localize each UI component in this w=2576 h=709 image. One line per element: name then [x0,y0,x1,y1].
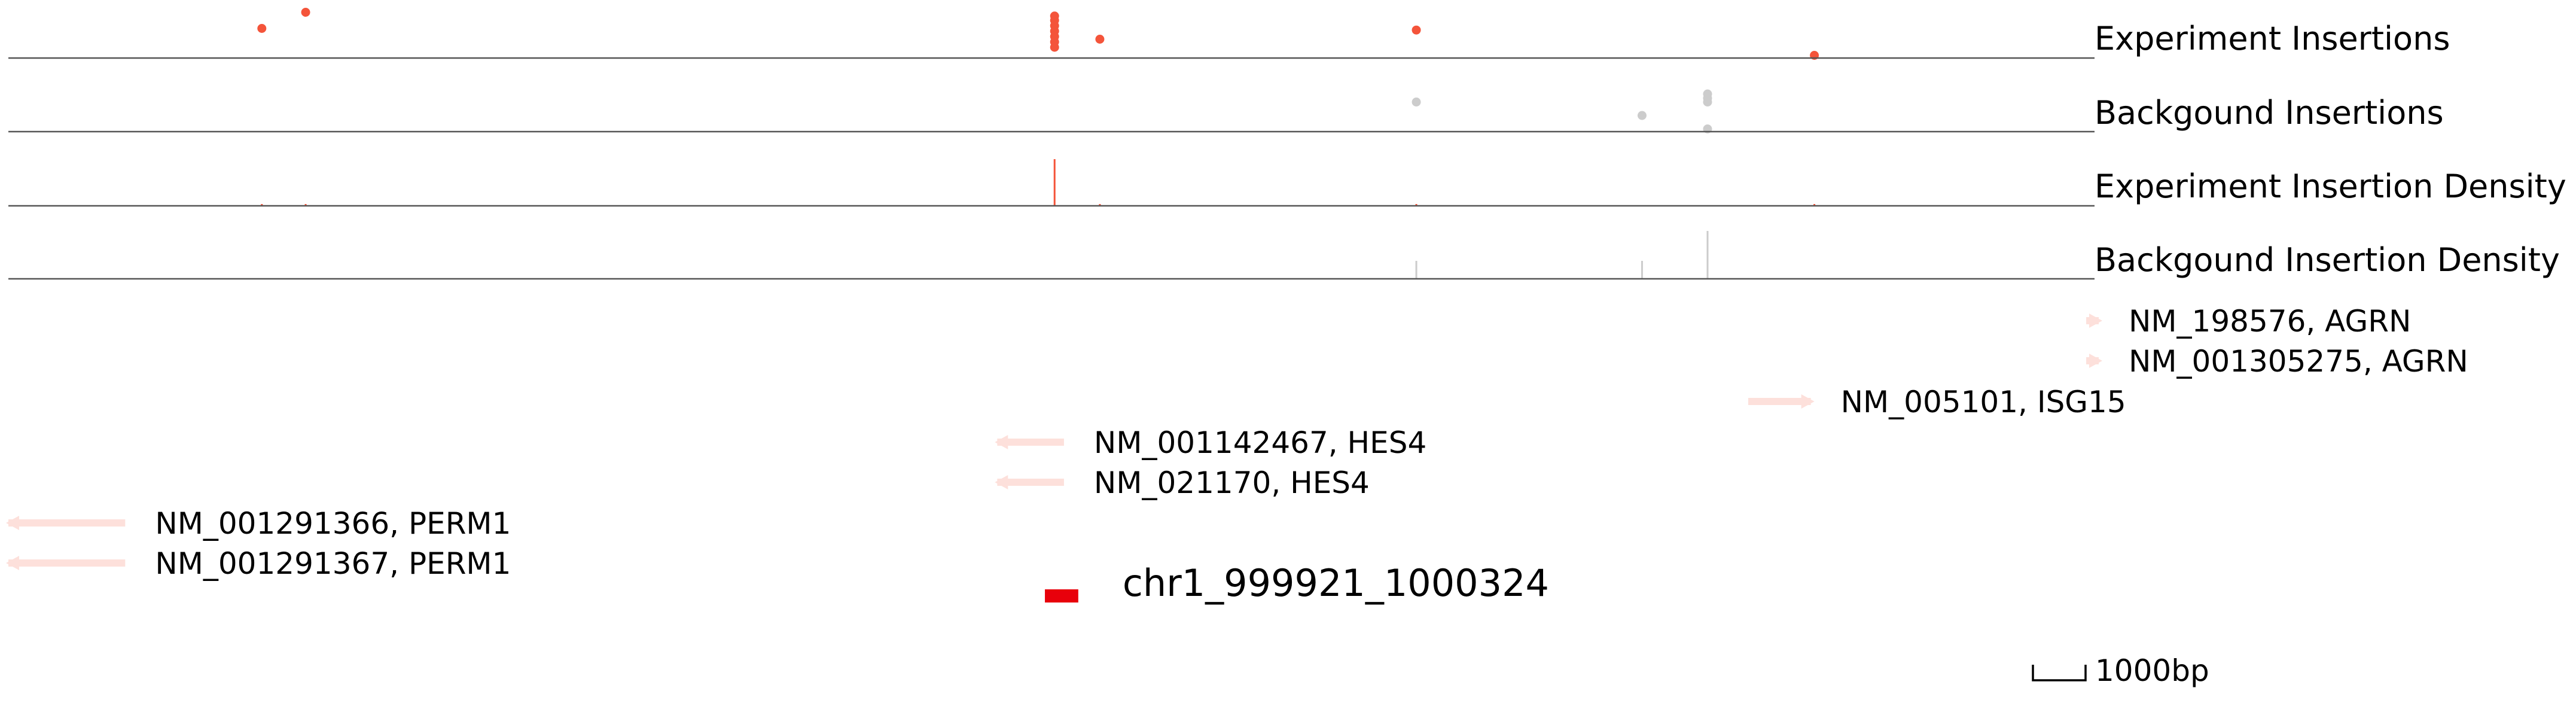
scale-bar-bracket [2032,665,2087,681]
scale-bar-label: 1000bp [2095,653,2209,688]
region-label: chr1_999921_1000324 [1123,561,1549,605]
gene-arrow [2086,354,2102,368]
experiment-insertion-point [1095,35,1105,44]
gene-track: NM_198576, AGRN NM_001305275, AGRN NM_00… [6,304,2468,581]
gene-label: NM_001142467, HES4 [1094,425,1426,460]
gene-strand-arrowhead [2089,354,2102,368]
region-marker [1045,589,1078,603]
gene-strand-arrowhead [1801,394,1815,409]
gene-strand-arrowhead [6,556,19,570]
background-insertions-label: Backgound Insertions [2095,94,2444,132]
gene-arrow [1748,394,1815,409]
gene-label: NM_005101, ISG15 [1841,385,2126,419]
gene-arrow [6,556,126,570]
experiment-insertion-point [1050,11,1059,21]
background-insertion-point [1412,98,1421,106]
region-annotation: chr1_999921_1000324 [1045,561,1549,605]
gene-label: NM_021170, HES4 [1094,465,1370,500]
background-density-label: Backgound Insertion Density [2095,241,2560,279]
gene-arrow [995,435,1064,449]
gene-strand-arrowhead [2089,314,2102,328]
gene-label: NM_001291366, PERM1 [155,506,511,541]
experiment-density-label: Experiment Insertion Density [2095,168,2566,205]
gene-arrow [6,516,126,530]
background-insertion-points [1412,89,1712,133]
gene-label: NM_198576, AGRN [2129,304,2411,339]
experiment-insertions-label: Experiment Insertions [2095,20,2450,57]
experiment-insertion-point [257,24,267,33]
experiment-insertion-points [257,8,1819,60]
gene-strand-arrowhead [6,516,19,530]
gene-label: NM_001291367, PERM1 [155,546,511,581]
scale-bar: 1000bp [2032,653,2209,688]
experiment-insertions-track: Experiment Insertions [8,8,2450,60]
background-density-bars [1415,231,1709,279]
gene-arrow [995,475,1064,489]
gene-label: NM_001305275, AGRN [2129,344,2468,379]
background-insertions-track: Backgound Insertions [8,89,2444,133]
background-insertion-point [1703,89,1712,99]
gene-arrow [2086,314,2102,328]
experiment-density-bars [261,159,1816,206]
experiment-insertion-point [1412,25,1421,35]
experiment-density-track: Experiment Insertion Density [8,159,2566,207]
gene-strand-arrowhead [995,475,1008,489]
experiment-insertion-point [301,8,310,17]
background-insertion-point [1637,111,1647,120]
gene-strand-arrowhead [995,435,1008,449]
background-density-track: Backgound Insertion Density [8,231,2560,280]
